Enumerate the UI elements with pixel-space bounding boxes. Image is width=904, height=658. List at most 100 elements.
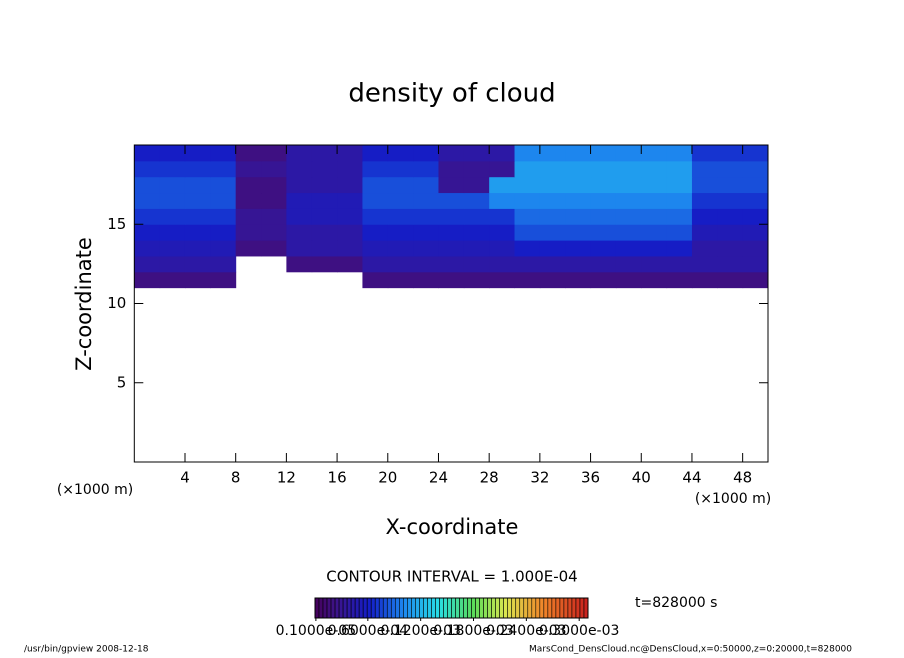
density-cell [438, 160, 465, 178]
x-tick-label: 40 [632, 469, 651, 487]
y-tick-label: 15 [107, 215, 126, 233]
x-tick-label: 44 [682, 469, 701, 487]
colorbar-swatch [523, 597, 529, 619]
density-cell [463, 240, 490, 257]
colorbar-swatch [415, 597, 420, 619]
density-cell [413, 160, 439, 178]
density-cell [438, 271, 465, 289]
colorbar-label: 0.3000e-03 [539, 623, 619, 639]
colorbar-swatch [390, 597, 396, 619]
density-cell [210, 192, 237, 209]
colorbar-swatch [338, 597, 344, 619]
x-tick-label: 48 [733, 469, 752, 487]
density-cell [641, 192, 668, 209]
density-cell [615, 160, 642, 178]
colorbar-label: 0.2400e-03 [486, 623, 566, 639]
colorbar-swatch [354, 597, 360, 619]
density-cell [362, 240, 389, 257]
density-cell [362, 160, 389, 178]
density-cell [184, 176, 211, 194]
density-cell [489, 224, 516, 241]
density-cell [666, 145, 693, 162]
density-cell [565, 192, 592, 209]
density-cell [413, 271, 439, 289]
density-cell [615, 224, 642, 241]
colorbar-swatch [455, 597, 460, 619]
density-cell [311, 208, 338, 225]
colorbar-swatch [378, 597, 384, 619]
colorbar-swatch [358, 597, 364, 619]
colorbar-swatch [547, 597, 553, 619]
density-cell [438, 176, 465, 194]
density-cell [590, 208, 617, 225]
colorbar-swatch [451, 597, 456, 619]
density-cell [413, 224, 439, 241]
density-cell [337, 240, 363, 257]
density-cell [184, 208, 211, 225]
colorbar-swatch [479, 597, 484, 619]
density-cell [615, 240, 642, 257]
density-cell [691, 192, 718, 209]
density-cell [184, 255, 211, 273]
colorbar-swatch [491, 597, 496, 619]
colorbar-swatch [483, 597, 488, 619]
colorbar-swatch [567, 597, 573, 619]
density-cell [286, 145, 313, 162]
colorbar-swatch [362, 597, 368, 619]
colorbar-swatch [386, 597, 392, 619]
density-cell [337, 224, 363, 241]
density-cell [691, 145, 718, 162]
density-cell [413, 192, 439, 209]
density-cell [463, 160, 490, 178]
colorbar-swatch [370, 597, 376, 619]
colorbar-swatch [423, 597, 428, 619]
colorbar-swatch [519, 597, 525, 619]
density-cell [210, 160, 237, 178]
density-cell [641, 176, 668, 194]
density-cell [159, 255, 186, 273]
colorbar-swatch [563, 597, 569, 619]
y-tick-label: 5 [117, 373, 127, 391]
density-cell [210, 145, 237, 162]
colorbar-label: 0.1000e-05 [276, 623, 356, 639]
chart-title: density of cloud [348, 79, 555, 109]
colorbar-swatch [314, 597, 320, 619]
density-cell [413, 240, 439, 257]
colorbar-swatch [427, 597, 432, 619]
density-cell [717, 240, 744, 257]
density-cell [235, 208, 262, 225]
colorbar-swatch [495, 597, 500, 619]
density-cell [691, 240, 718, 257]
density-cell [717, 224, 744, 241]
density-cell [717, 208, 744, 225]
density-cell [539, 145, 566, 162]
density-cell [210, 255, 237, 273]
density-cell [235, 224, 262, 241]
density-cell [362, 271, 389, 289]
density-cell [134, 224, 161, 241]
density-cell [514, 271, 541, 289]
density-cell [438, 145, 465, 162]
density-cell [184, 224, 211, 241]
colorbar-swatch [579, 597, 585, 619]
density-cell [438, 192, 465, 209]
density-cell [261, 224, 287, 241]
density-cell [210, 176, 237, 194]
density-cell [159, 192, 186, 209]
density-cell [337, 176, 363, 194]
colorbar-frame [314, 597, 589, 619]
density-cell [590, 176, 617, 194]
density-cell [641, 255, 668, 273]
density-cell [539, 271, 566, 289]
density-cell [311, 176, 338, 194]
density-cell [134, 176, 161, 194]
density-cell [387, 145, 414, 162]
density-cell [691, 176, 718, 194]
colorbar-swatch [487, 597, 492, 619]
density-cell [286, 208, 313, 225]
colorbar-label: 0.1800e-03 [433, 623, 513, 639]
colorbar-swatch [471, 597, 476, 619]
density-cell [717, 145, 744, 162]
